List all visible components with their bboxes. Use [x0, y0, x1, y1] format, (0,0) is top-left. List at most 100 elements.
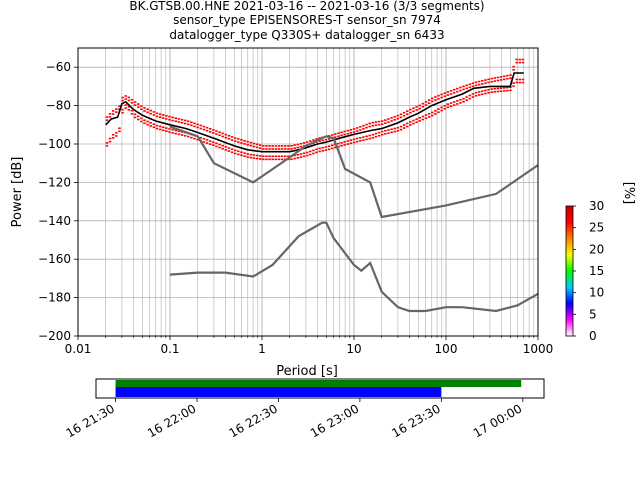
histogram-cell [462, 100, 465, 103]
histogram-cell [349, 129, 353, 131]
histogram-cell [196, 123, 199, 126]
histogram-cell [371, 136, 375, 139]
histogram-cell [187, 120, 190, 123]
histogram-cell [359, 126, 362, 128]
histogram-cell [133, 104, 137, 106]
histogram-cell [424, 104, 428, 106]
timeline-tick-label: 16 21:30 [64, 401, 117, 440]
histogram-cell [462, 97, 465, 100]
histogram-cell [499, 79, 503, 81]
histogram-cell [434, 99, 437, 101]
histogram-cell [487, 78, 490, 81]
histogram-cell [302, 152, 306, 155]
histogram-cell [277, 148, 281, 150]
histogram-cell [346, 143, 350, 145]
histogram-cell [374, 135, 378, 138]
histogram-cell [161, 126, 165, 129]
histogram-cell [171, 119, 174, 122]
histogram-cell [424, 114, 428, 116]
histogram-cell [108, 116, 112, 118]
histogram-cell [121, 99, 124, 102]
histogram-cell [274, 148, 278, 150]
histogram-cell [371, 133, 375, 136]
histogram-cell [465, 84, 468, 87]
histogram-cell [287, 148, 290, 150]
histogram-cell [108, 113, 112, 115]
histogram-cell [305, 151, 309, 154]
histogram-cell [415, 118, 418, 120]
histogram-cell [349, 139, 353, 141]
histogram-cell [140, 117, 143, 120]
histogram-cell [274, 158, 278, 161]
histogram-cell [346, 140, 350, 142]
x-tick-label: 1000 [523, 342, 554, 356]
histogram-cell [183, 119, 187, 122]
histogram-cell [127, 96, 131, 99]
histogram-cell [330, 134, 334, 136]
histogram-cell [440, 109, 443, 112]
histogram-cell [199, 124, 203, 127]
histogram-cell [237, 150, 240, 153]
histogram-cell [334, 133, 337, 135]
histogram-cell [521, 78, 525, 81]
histogram-cell [136, 118, 140, 121]
histogram-cell [427, 112, 431, 115]
histogram-cell [243, 152, 246, 154]
histogram-cell [105, 116, 109, 118]
histogram-cell [355, 127, 359, 129]
histogram-cell [168, 131, 171, 133]
histogram-cell [280, 145, 284, 147]
histogram-cell [165, 130, 168, 132]
histogram-cell [224, 149, 228, 151]
histogram-cell [221, 135, 224, 138]
histogram-cell [327, 138, 331, 140]
histogram-cell [171, 128, 174, 131]
histogram-cell [283, 148, 287, 150]
histogram-cell [136, 106, 140, 108]
histogram-cell [299, 146, 303, 148]
histogram-cell [509, 86, 512, 89]
histogram-cell [399, 128, 403, 131]
histogram-cell [399, 113, 403, 116]
histogram-cell [237, 138, 240, 140]
histogram-cell [136, 115, 140, 118]
histogram-cell [477, 83, 481, 86]
histogram-cell [202, 138, 206, 140]
histogram-cell [193, 137, 196, 140]
histogram-cell [384, 122, 387, 124]
histogram-cell [230, 136, 234, 138]
histogram-cell [481, 83, 484, 85]
x-tick-label: 0.01 [65, 342, 92, 356]
histogram-cell [437, 94, 440, 97]
histogram-cell [446, 103, 450, 106]
histogram-cell [249, 153, 253, 156]
histogram-cell [249, 156, 253, 159]
histogram-cell [299, 153, 303, 155]
histogram-cell [180, 134, 184, 136]
histogram-cell [452, 88, 456, 91]
histogram-cell [309, 153, 312, 156]
histogram-cell [299, 142, 303, 145]
histogram-cell [190, 136, 193, 139]
histogram-cell [171, 116, 174, 119]
histogram-cell [249, 141, 253, 144]
y-tick-label: −140 [38, 214, 71, 228]
histogram-cell [324, 146, 328, 148]
histogram-cell [359, 129, 362, 131]
histogram-cell [499, 87, 503, 89]
histogram-cell [337, 142, 340, 145]
histogram-cell [412, 107, 415, 110]
histogram-cell [418, 104, 421, 107]
histogram-cell [431, 114, 434, 117]
histogram-cell [402, 111, 406, 114]
histogram-cell [437, 108, 440, 110]
histogram-cell [165, 118, 168, 120]
histogram-cell [233, 140, 237, 142]
histogram-cell [258, 147, 262, 149]
colorbar-tick-label: 5 [589, 307, 597, 321]
histogram-cell [506, 74, 509, 77]
noise-model-curve [169, 125, 539, 219]
histogram-cell [190, 121, 193, 124]
histogram-cell [462, 88, 465, 91]
